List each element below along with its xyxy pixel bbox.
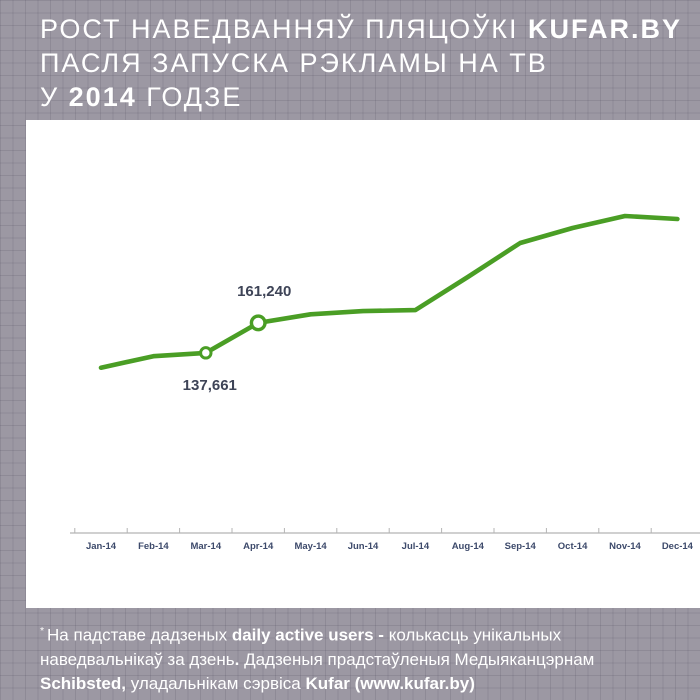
- footnote: * На падставе дадзеных daily active user…: [0, 608, 700, 700]
- text-segment: .: [234, 649, 240, 669]
- text-segment: Дадзеныя прадстаўленыя Медыяканцэрнам: [239, 649, 595, 669]
- x-axis-label: Feb-14: [138, 541, 169, 552]
- chart-card: Jan-14 Feb-14 Mar-14 Apr-14 May-14 Jun-14 Jul-…: [26, 120, 700, 608]
- footnote-line-1: * На падставе дадзеных daily active user…: [40, 619, 682, 648]
- title-line-1: РОСТ НАВЕДВАННЯЎ ПЛЯЦОЎКІ KUFAR.BY: [40, 12, 700, 46]
- x-axis-label: Jan-14: [86, 541, 117, 552]
- x-axis-label: May-14: [294, 541, 327, 552]
- text-segment: ГОДЗЕ: [136, 82, 243, 112]
- x-axis-label: Aug-14: [452, 541, 485, 552]
- x-axis-label: Jun-14: [348, 541, 379, 552]
- page-title: РОСТ НАВЕДВАННЯЎ ПЛЯЦОЎКІ KUFAR.BY ПАСЛЯ…: [40, 12, 700, 114]
- text-segment: наведвальнікаў за дзень: [40, 649, 235, 669]
- x-axis-label: Nov-14: [609, 541, 641, 552]
- data-point-label: 161,240: [237, 283, 291, 300]
- header: РОСТ НАВЕДВАННЯЎ ПЛЯЦОЎКІ KUFAR.BY ПАСЛЯ…: [0, 0, 700, 120]
- text-segment: *: [40, 625, 48, 637]
- data-point-marker: [249, 314, 267, 332]
- x-axis-label: Apr-14: [243, 541, 274, 552]
- text-segment: колькасць унікальных: [388, 625, 562, 645]
- x-axis-label: Dec-14: [662, 541, 694, 552]
- x-axis-label: Mar-14: [190, 541, 221, 552]
- text-segment: У: [40, 82, 69, 112]
- x-axis-label: Jul-14: [402, 541, 430, 552]
- text-segment: РОСТ НАВЕДВАННЯЎ ПЛЯЦОЎКІ: [40, 14, 528, 44]
- data-point-label: 137,661: [183, 377, 237, 394]
- trend-line: [98, 213, 680, 370]
- text-segment: 2014: [68, 82, 137, 112]
- text-segment: Schibsted,: [40, 673, 126, 693]
- text-segment: ПАСЛЯ ЗАПУСКА РЭКЛАМЫ НА ТВ: [40, 48, 548, 78]
- footnote-line-3: Schibsted, уладальнікам сэрвіса Kufar (w…: [40, 672, 682, 696]
- text-segment: Kufar (www.kufar.by): [305, 673, 475, 693]
- x-axis-label: Oct-14: [558, 541, 588, 552]
- text-segment: KUFAR.BY: [527, 14, 682, 44]
- text-segment: уладальнікам сэрвіса: [125, 673, 306, 693]
- title-line-3: У 2014 ГОДЗЕ: [40, 80, 700, 114]
- title-line-2: ПАСЛЯ ЗАПУСКА РЭКЛАМЫ НА ТВ: [40, 46, 700, 80]
- text-segment: На падставе дадзеных: [47, 625, 232, 645]
- x-axis-label: Sep-14: [505, 541, 537, 552]
- footnote-line-2: наведвальнікаў за дзень. Дадзеныя прадст…: [40, 648, 682, 672]
- data-point-marker: [199, 346, 213, 360]
- visits-line-chart: Jan-14 Feb-14 Mar-14 Apr-14 May-14 Jun-14 Jul-…: [70, 213, 700, 552]
- text-segment: daily active users -: [231, 625, 389, 645]
